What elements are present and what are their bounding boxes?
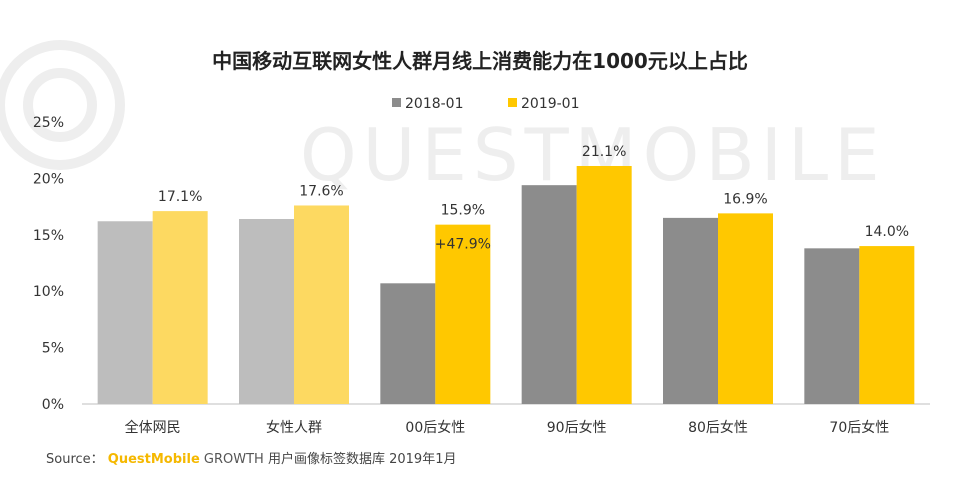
watermark-ring-inner bbox=[23, 68, 97, 142]
source-prefix: Source： bbox=[46, 452, 104, 467]
bar-2019-01-女性人群 bbox=[294, 205, 349, 404]
y-axis: 0% 5% 10% 15% 20% 25% bbox=[33, 115, 930, 413]
data-label-00后女性: 15.9% bbox=[441, 203, 485, 219]
bar-2019-01-70后女性 bbox=[859, 246, 915, 404]
source-growth: GROWTH bbox=[203, 452, 264, 467]
x-tick-label: 90后女性 bbox=[547, 419, 607, 436]
legend-swatch-2 bbox=[508, 98, 517, 107]
y-tick-label: 0% bbox=[42, 397, 64, 413]
x-axis: 全体网民 女性人群 00后女性 90后女性 80后女性 70后女性 bbox=[125, 419, 890, 436]
data-label-90后女性: 21.1% bbox=[582, 144, 626, 160]
chart-title: 中国移动互联网女性人群月线上消费能力在1000元以上占比 bbox=[212, 49, 748, 73]
legend-label-1: 2018-01 bbox=[405, 96, 464, 112]
watermark-ring-outer bbox=[0, 40, 125, 170]
bar-2018-01-80后女性 bbox=[663, 217, 718, 404]
source-brand: QuestMobile bbox=[107, 452, 200, 467]
bar-2019-01-00后女性 bbox=[435, 224, 491, 404]
bar-2019-01-80后女性 bbox=[718, 213, 773, 404]
x-tick-label: 女性人群 bbox=[266, 419, 322, 436]
bar-2018-01-00后女性 bbox=[380, 283, 436, 404]
bar-2019-01-90后女性 bbox=[576, 165, 632, 404]
y-tick-label: 10% bbox=[33, 284, 64, 300]
bars bbox=[97, 165, 915, 404]
data-label-80后女性: 16.9% bbox=[723, 191, 767, 207]
y-tick-label: 20% bbox=[33, 171, 64, 187]
x-tick-label: 70后女性 bbox=[829, 419, 889, 436]
source-rest: 用户画像标签数据库 2019年1月 bbox=[267, 452, 457, 467]
growth-annotation: +47.9% bbox=[435, 237, 491, 253]
y-tick-label: 25% bbox=[33, 115, 64, 131]
bar-2018-01-90后女性 bbox=[521, 185, 577, 404]
y-tick-label: 5% bbox=[42, 341, 64, 357]
legend-swatch-1 bbox=[392, 98, 401, 107]
bar-2018-01-女性人群 bbox=[239, 219, 294, 404]
x-tick-label: 全体网民 bbox=[125, 419, 181, 436]
source-note: Source： QuestMobile GROWTH 用户画像标签数据库 201… bbox=[46, 448, 456, 467]
bar-2018-01-全体网民 bbox=[97, 221, 153, 404]
legend: 2018-01 2019-01 bbox=[392, 96, 580, 112]
value-labels: 17.1% 17.6% 15.9% 21.1% 16.9% 14.0% +47.9% bbox=[158, 144, 909, 253]
data-label-女性人群: 17.6% bbox=[299, 183, 343, 199]
y-tick-label: 15% bbox=[33, 228, 64, 244]
bar-2018-01-70后女性 bbox=[804, 248, 860, 404]
x-tick-label: 80后女性 bbox=[688, 419, 748, 436]
bar-2019-01-全体网民 bbox=[152, 211, 208, 404]
legend-label-2: 2019-01 bbox=[521, 96, 580, 112]
data-label-全体网民: 17.1% bbox=[158, 189, 202, 205]
x-tick-label: 00后女性 bbox=[405, 419, 465, 436]
data-label-70后女性: 14.0% bbox=[865, 224, 909, 240]
